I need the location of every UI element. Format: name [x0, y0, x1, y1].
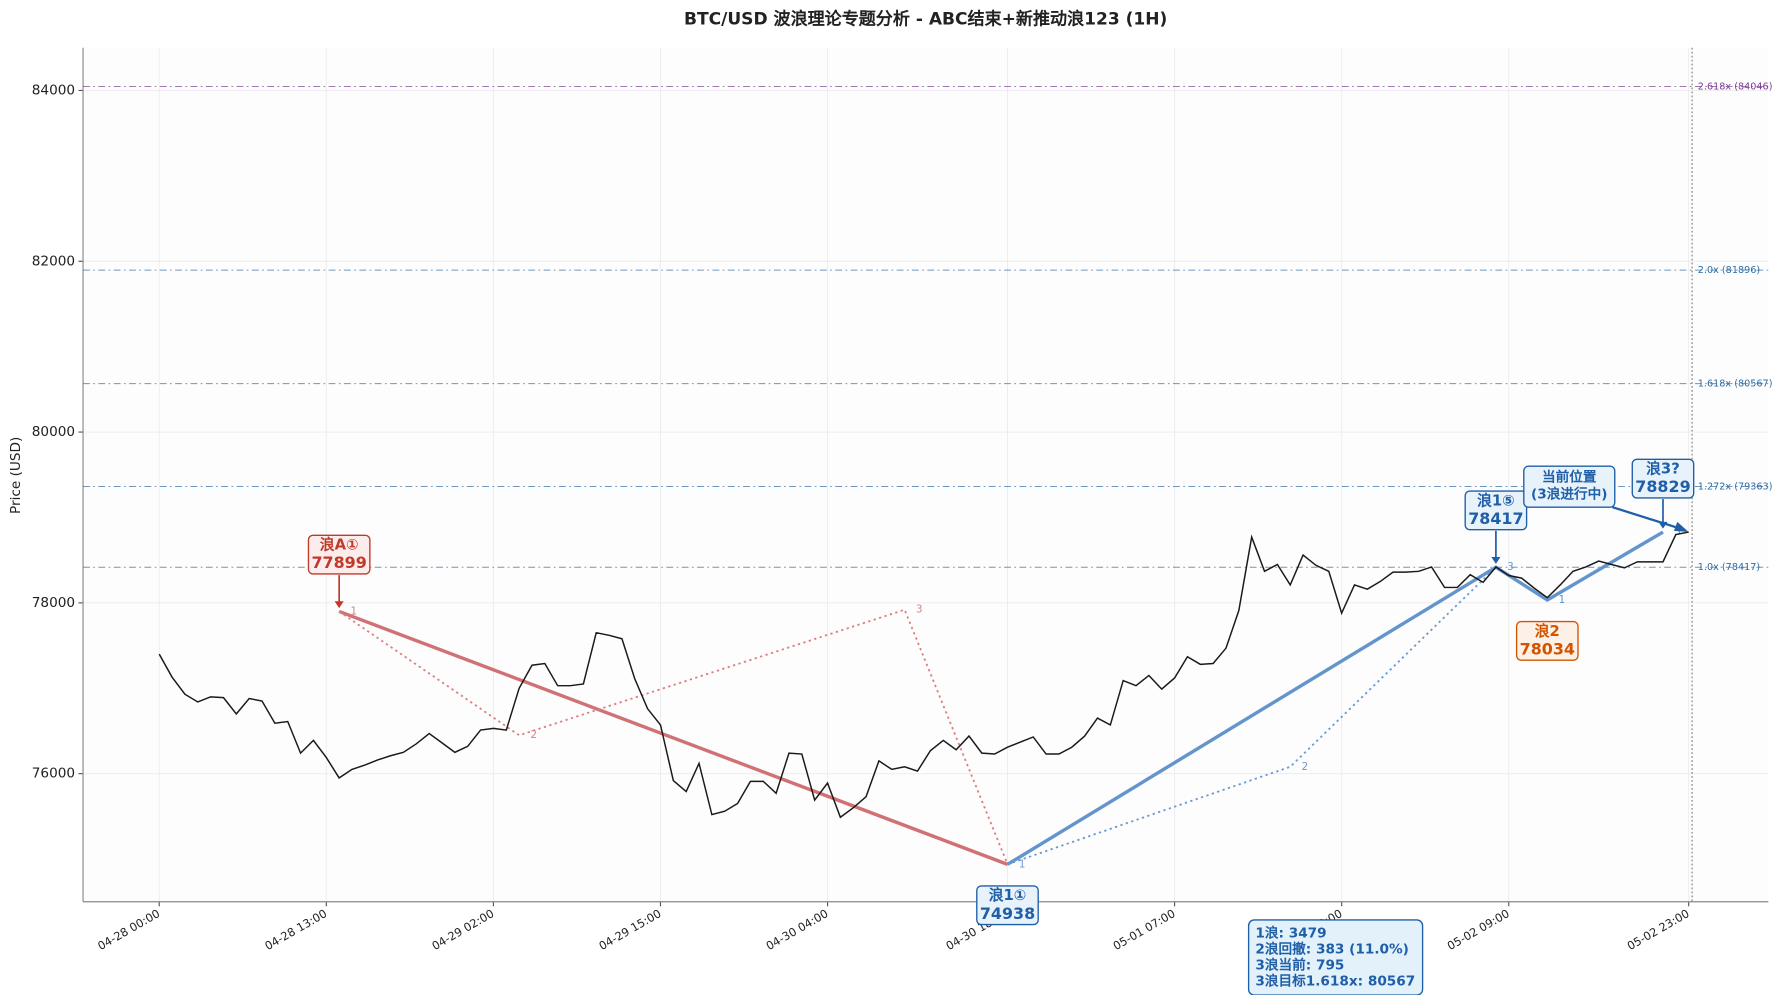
fib-level-label: 2.618x (84046) [1698, 82, 1773, 93]
annotation-value: 78417 [1468, 509, 1523, 528]
y-tick-label: 80000 [32, 424, 75, 440]
y-tick-label: 84000 [32, 82, 75, 98]
price-line [158, 531, 1689, 819]
x-tick-label: 04-28 13:00 [262, 906, 329, 953]
x-tick-label: 05-02 23:00 [1625, 906, 1692, 953]
info-box-line: 1浪: 3479 [1255, 925, 1326, 942]
current-note-text: 当前位置 [1542, 469, 1597, 486]
wave-point-label: 2 [530, 730, 537, 741]
wave-line [1007, 566, 1497, 866]
annotation-value: 78034 [1520, 639, 1575, 658]
wave-point-label: 1 [1559, 595, 1566, 606]
annotation-label: 浪2 [1535, 622, 1560, 640]
y-tick-label: 82000 [32, 253, 75, 269]
annotation-label: 浪A① [320, 536, 359, 554]
wave-line [338, 608, 1009, 865]
annotation-value: 74938 [980, 904, 1035, 923]
annotation-arrowhead [1491, 557, 1501, 564]
fib-level-label: 1.618x (80567) [1698, 379, 1773, 390]
info-box [1247, 919, 1424, 995]
y-tick-label: 78000 [32, 595, 75, 611]
info-box-line: 3浪当前: 795 [1255, 956, 1344, 973]
wave-point-label: 3 [1507, 562, 1514, 573]
x-tick-label: 05-02 09:00 [1445, 906, 1512, 953]
info-box-line: 3浪目标1.618x: 80567 [1255, 972, 1415, 989]
x-tick-label: 04-29 15:00 [596, 906, 663, 953]
annotation-box [1515, 620, 1579, 661]
current-note-arrowhead [1673, 521, 1689, 533]
current-note-arrow [1612, 506, 1685, 531]
current-note-box [1523, 465, 1616, 508]
annotation-arrowhead [334, 601, 344, 609]
x-tick-label: 04-28 00:00 [95, 906, 162, 953]
info-box-line: 2浪回撤: 383 (11.0%) [1255, 941, 1408, 958]
annotation-box [1464, 490, 1528, 531]
annotation-box [307, 534, 371, 575]
x-tick-label: 05-01 07:00 [1111, 906, 1178, 953]
wave-line [338, 609, 1009, 866]
wave-line [1006, 530, 1664, 866]
wave-point-label: 3 [1674, 527, 1681, 538]
annotation-box [1631, 458, 1695, 499]
annotation-value: 78829 [1635, 477, 1690, 496]
annotation-label: 浪1① [989, 886, 1027, 904]
fib-level-label: 2.0x (81896) [1698, 265, 1760, 276]
fib-level-label: 1.272x (79363) [1698, 481, 1773, 492]
current-note-text: (3浪进行中) [1531, 486, 1607, 503]
wave-point-label: 1 [351, 606, 358, 617]
wave-point-label: 1 [1019, 859, 1026, 870]
wave-point-label: 2 [1302, 762, 1309, 773]
chart-title: BTC/USD 波浪理论专题分析 - ABC结束+新推动浪123 (1H) [684, 8, 1167, 29]
x-tick-label: 04-30 04:00 [763, 906, 830, 953]
y-axis-label: Price (USD) [8, 437, 24, 514]
annotation-label: 浪3? [1646, 460, 1680, 478]
fib-level-label: 1.0x (78417) [1698, 562, 1760, 573]
x-tick-label: 04-29 02:00 [429, 906, 496, 953]
annotation-box [976, 885, 1039, 926]
wave-point-label: 3 [916, 605, 923, 616]
annotation-value: 77899 [311, 553, 366, 572]
y-tick-label: 76000 [32, 766, 75, 782]
annotation-label: 浪1⑤ [1477, 491, 1515, 509]
